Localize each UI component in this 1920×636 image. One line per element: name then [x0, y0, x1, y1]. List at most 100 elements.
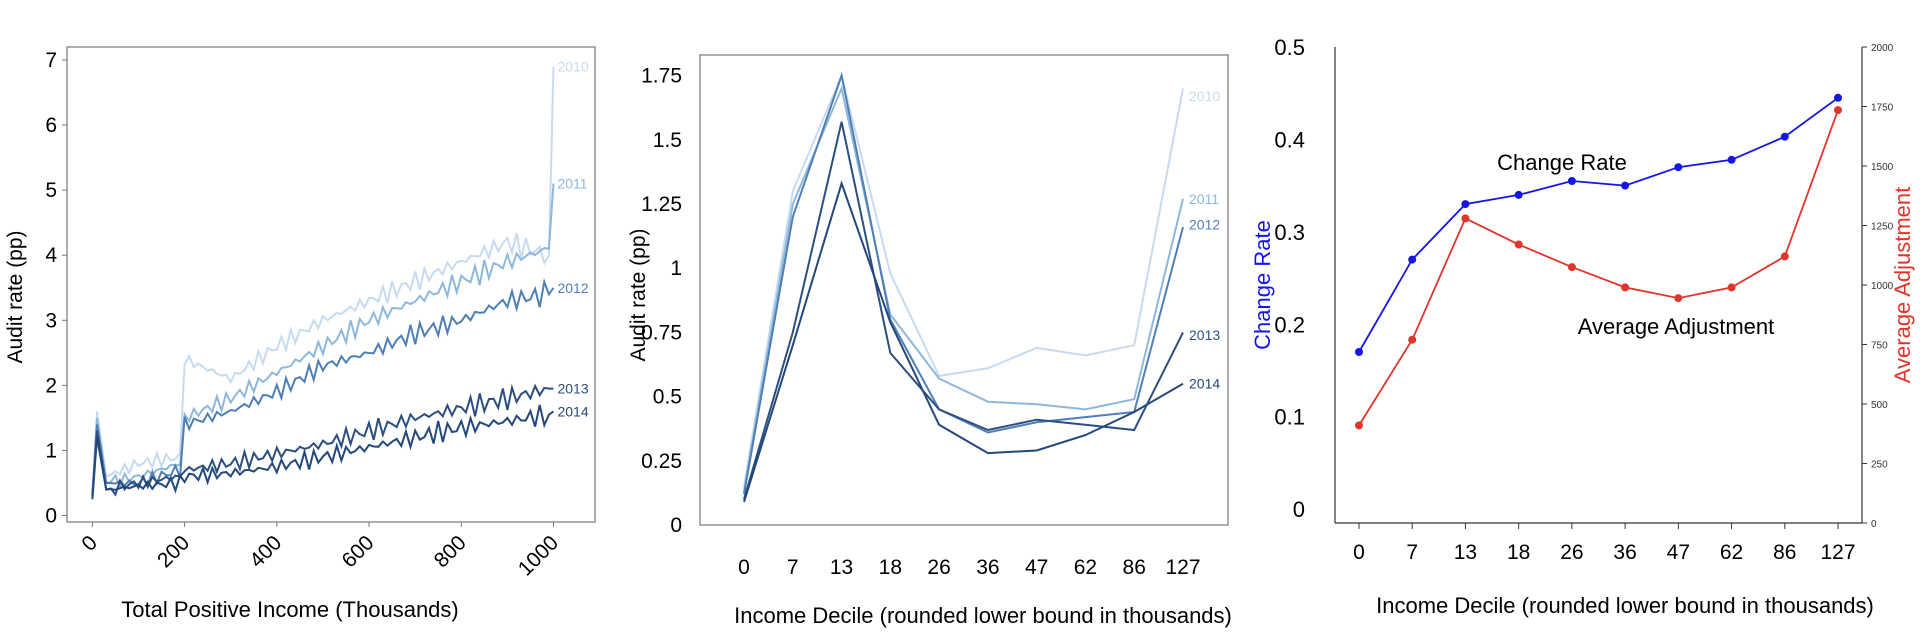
y-tick-label: 0	[670, 514, 682, 537]
x-tick-label: 0	[738, 556, 750, 579]
right-y-tick-label: 1500	[1871, 162, 1894, 173]
x-tick-label: 800	[430, 531, 471, 572]
annotation-change-rate: Change Rate	[1497, 150, 1627, 175]
series-label-2013: 2013	[1189, 327, 1220, 343]
x-tick-label: 47	[1667, 541, 1690, 564]
data-point-average-adjustment	[1461, 214, 1470, 223]
x-tick-label: 127	[1820, 541, 1855, 564]
data-point-change-rate	[1780, 132, 1789, 141]
series-line-average-adjustment	[1358, 109, 1839, 426]
x-tick-label: 86	[1773, 541, 1796, 564]
right-y-tick-label: 2000	[1871, 43, 1894, 54]
data-point-average-adjustment	[1408, 335, 1417, 344]
series-labels: 2010 2011 2012 2013 2014	[557, 59, 588, 420]
right-y-tick-label: 250	[1871, 460, 1888, 471]
left-y-axis-ticks: 0 0.1 0.2 0.3 0.4 0.5	[1274, 35, 1305, 522]
y-tick-label: 0.75	[641, 321, 682, 344]
right-y-tick-label: 750	[1871, 341, 1888, 352]
x-tick-label: 600	[338, 531, 379, 572]
x-tick-label: 18	[1507, 541, 1530, 564]
right-y-tick-label: 1750	[1871, 103, 1894, 114]
x-tick-label: 7	[1406, 541, 1418, 564]
x-tick-label: 86	[1123, 556, 1146, 579]
data-point-change-rate	[1727, 155, 1736, 164]
panel-audit-rate-by-decile: 0 0.25 0.5 0.75 1 1.25 1.5 1.75 0 7 13 18 26 36 47 62 8…	[627, 54, 1232, 628]
y-tick-label: 0.25	[641, 450, 682, 473]
left-y-tick-label: 0.2	[1274, 312, 1305, 337]
x-tick-label: 36	[976, 556, 999, 579]
plot-frame	[66, 46, 596, 523]
data-point-change-rate	[1567, 177, 1576, 185]
x-tick-label: 13	[1454, 541, 1477, 564]
x-tick-label: 0	[77, 531, 102, 556]
series-lines	[91, 66, 555, 500]
y-axis-label: Audit rate (pp)	[4, 230, 27, 363]
series-line-2011	[91, 183, 555, 497]
y-tick-label: 1.25	[641, 193, 682, 216]
y-tick-label: 1	[670, 257, 682, 280]
x-tick-label: 13	[830, 556, 853, 579]
x-tick-label: 1000	[514, 531, 563, 580]
data-point-average-adjustment	[1621, 283, 1630, 292]
series-line-2013	[91, 383, 554, 497]
y-tick-label: 1.75	[641, 65, 682, 88]
series-label-2010: 2010	[1189, 88, 1220, 104]
series-label-2012: 2012	[1189, 217, 1220, 233]
x-tick-label: 26	[1560, 541, 1583, 564]
series-label-2013: 2013	[557, 381, 588, 397]
data-point-average-adjustment	[1780, 252, 1789, 261]
data-point-average-adjustment	[1834, 106, 1842, 115]
data-point-change-rate	[1621, 181, 1630, 190]
y-tick-label: 4	[45, 244, 57, 267]
series-line-2014	[91, 404, 555, 500]
y-tick-label: 3	[45, 309, 57, 332]
x-tick-label: 47	[1025, 556, 1048, 579]
x-axis-ticks: 0 7 13 18 26 36 47 62 86 127	[738, 556, 1200, 579]
x-axis-label: Income Decile (rounded lower bound in th…	[734, 603, 1232, 628]
data-point-average-adjustment	[1674, 294, 1683, 303]
right-y-tick-label: 1000	[1871, 281, 1894, 292]
series-label-2012: 2012	[557, 280, 588, 296]
y-tick-label: 5	[45, 179, 57, 202]
x-axis-label: Income Decile (rounded lower bound in th…	[1376, 593, 1874, 618]
series-label-2011: 2011	[557, 176, 587, 192]
x-tick-label: 18	[879, 556, 902, 579]
right-y-tick-label: 1250	[1871, 222, 1894, 233]
x-axis-label: Total Positive Income (Thousands)	[121, 597, 459, 622]
annotation-average-adjustment: Average Adjustment	[1578, 314, 1775, 339]
data-point-change-rate	[1461, 200, 1470, 209]
y-axis-ticks: 0 0.25 0.5 0.75 1 1.25 1.5 1.75	[641, 65, 682, 537]
x-tick-label: 200	[153, 531, 194, 572]
x-tick-label: 127	[1165, 556, 1200, 579]
series-labels: 2010 2011 2012 2013 2014	[1189, 88, 1220, 392]
y-tick-label: 0	[45, 504, 57, 527]
series-markers	[1355, 93, 1842, 430]
y-tick-label: 7	[45, 49, 57, 72]
y-axis-ticks: 0 1 2 3 4 5 6 7	[45, 49, 67, 527]
x-axis-ticks: 0 200 400 600 800 1000	[77, 522, 563, 581]
data-point-average-adjustment	[1514, 240, 1523, 249]
right-y-axis-ticks: 0 250 500 750 1000 1250 1500 1750 2000	[1862, 43, 1894, 530]
y-tick-label: 0.5	[653, 386, 682, 409]
x-tick-label: 7	[787, 556, 799, 579]
series-line-2010	[743, 72, 1184, 487]
left-y-tick-label: 0.5	[1274, 35, 1305, 60]
series-line-change-rate	[1358, 97, 1839, 353]
left-y-tick-label: 0	[1293, 497, 1305, 522]
left-y-tick-label: 0.1	[1274, 405, 1305, 430]
series-line-2010	[91, 66, 555, 497]
series-lines	[1358, 97, 1839, 426]
left-y-axis-label: Change Rate	[1250, 220, 1275, 350]
data-point-average-adjustment	[1567, 263, 1576, 272]
left-y-tick-label: 0.3	[1274, 220, 1305, 245]
series-label-2014: 2014	[557, 403, 588, 419]
left-y-tick-label: 0.4	[1274, 127, 1305, 152]
data-point-average-adjustment	[1727, 283, 1736, 292]
series-line-2012	[743, 71, 1184, 495]
x-axis-ticks: 0 7 13 18 26 36 47 62 86 127	[1353, 523, 1856, 564]
x-tick-label: 62	[1074, 556, 1097, 579]
y-tick-label: 2	[45, 374, 57, 397]
series-lines	[743, 71, 1184, 503]
plot-frame	[699, 54, 1229, 526]
